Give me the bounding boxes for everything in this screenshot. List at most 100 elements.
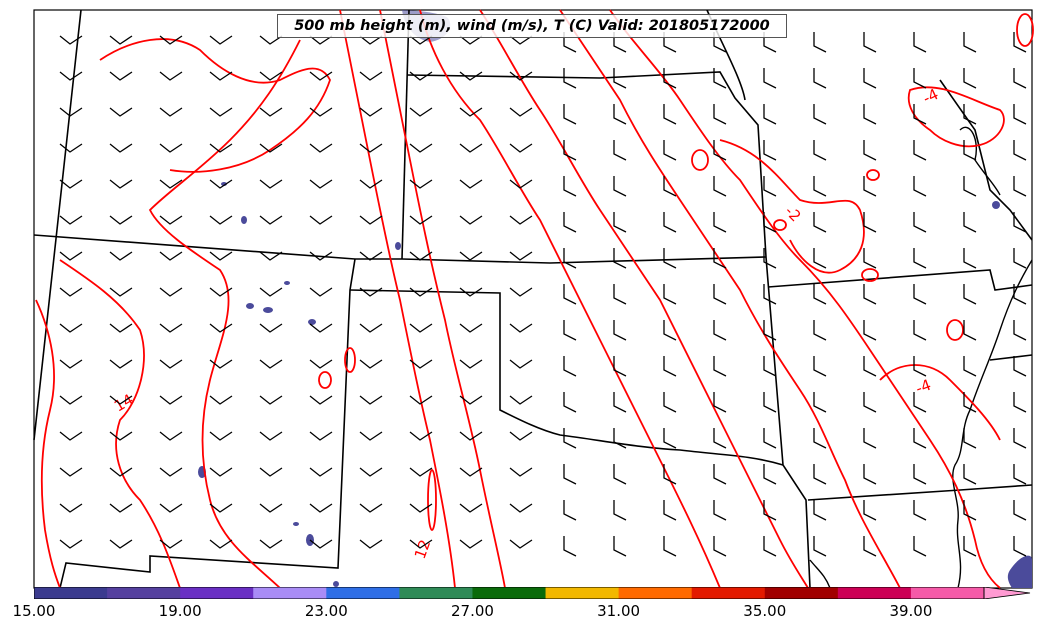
wind-barb [409, 215, 433, 225]
wind-barb [763, 536, 777, 557]
wind-barb [359, 107, 383, 117]
wind-barb [459, 215, 483, 225]
wind-barb [563, 392, 577, 413]
wind-barb [663, 392, 677, 413]
wind-barb [309, 179, 333, 189]
wind-barb [813, 284, 827, 305]
wind-barb [359, 179, 383, 189]
map-title: 500 mb height (m), wind (m/s), T (C) Val… [277, 14, 787, 38]
wind-barb [59, 107, 83, 117]
wind-barb [459, 359, 483, 369]
wind-barb [309, 395, 333, 405]
wind-barb [359, 395, 383, 405]
wind-barb [159, 287, 183, 297]
colorbar-extend-arrow [983, 587, 1031, 599]
wind-barb [459, 395, 483, 405]
colorbar-segment [107, 587, 181, 599]
wind-barb [209, 395, 233, 405]
wind-barb [913, 140, 927, 161]
wind-barb [109, 503, 133, 513]
wind-barb [913, 500, 927, 521]
wind-barb [1013, 68, 1027, 89]
wind-barb [209, 251, 233, 261]
wind-barb [159, 215, 183, 225]
wind-barb [209, 215, 233, 225]
wind-barb [109, 539, 133, 549]
wind-barb [59, 215, 83, 225]
wind-barb [663, 212, 677, 233]
wind-barbs [59, 32, 1027, 557]
wind-barb [359, 431, 383, 441]
wind-barb [763, 392, 777, 413]
wind-barb [763, 320, 777, 341]
wind-barb [613, 284, 627, 305]
wind-barb [159, 251, 183, 261]
wind-barb [359, 143, 383, 153]
wind-barb [59, 35, 83, 45]
colorbar-segment [253, 587, 327, 599]
wind-barb [763, 104, 777, 125]
wind-barb [813, 500, 827, 521]
wind-barb [59, 323, 83, 333]
wind-barb [763, 500, 777, 521]
wind-barb [109, 323, 133, 333]
wind-barb [763, 140, 777, 161]
wind-barb [563, 356, 577, 377]
wind-barb [109, 359, 133, 369]
wind-barb [459, 179, 483, 189]
wind-barb [159, 143, 183, 153]
wind-barb [813, 536, 827, 557]
colorbar-outline [34, 587, 985, 599]
wind-barb [813, 140, 827, 161]
wind-barb [963, 248, 977, 269]
wind-barb [813, 320, 827, 341]
wind-barb [563, 320, 577, 341]
wind-barb [209, 359, 233, 369]
colorbar-segment [691, 587, 766, 599]
wind-barb [309, 359, 333, 369]
wind-barb [409, 179, 433, 189]
colorbar-tick-label: 35.00 [743, 602, 787, 620]
wind-barb [913, 248, 927, 269]
wind-barb [663, 464, 677, 485]
wind-barb [59, 503, 83, 513]
wind-barb [563, 68, 577, 89]
wind-barb [913, 176, 927, 197]
wind-barb [763, 464, 777, 485]
wind-barb [309, 143, 333, 153]
wind-barb [613, 248, 627, 269]
wind-barb [863, 176, 877, 197]
wind-barb [309, 503, 333, 513]
wind-barb [159, 107, 183, 117]
wind-barb [963, 320, 977, 341]
wind-barb [159, 71, 183, 81]
wind-barb [359, 35, 383, 45]
wind-barb [309, 431, 333, 441]
colorbar-tick-label: 31.00 [597, 602, 641, 620]
wind-barb [409, 395, 433, 405]
wind-barb [1013, 248, 1027, 269]
wind-barb [963, 68, 977, 89]
temperature-contours [35, 9, 1034, 589]
wind-barb [963, 176, 977, 197]
wind-barb [713, 284, 727, 305]
wind-barb [159, 35, 183, 45]
wind-barb [509, 215, 533, 225]
wind-barb [663, 536, 677, 557]
colorbar-segment [399, 587, 473, 599]
wind-barb [109, 395, 133, 405]
wind-barb [813, 104, 827, 125]
wind-barb [259, 143, 283, 153]
wind-barb [359, 503, 383, 513]
colorbar-segment [180, 587, 254, 599]
wind-barb [359, 359, 383, 369]
wind-barb [913, 392, 927, 413]
wind-barb [259, 287, 283, 297]
wind-barb [159, 467, 183, 477]
wind-barb [309, 215, 333, 225]
wind-barb [713, 104, 727, 125]
wind-barb [813, 212, 827, 233]
wind-barb [59, 251, 83, 261]
wind-barb [359, 251, 383, 261]
wind-barb [109, 467, 133, 477]
